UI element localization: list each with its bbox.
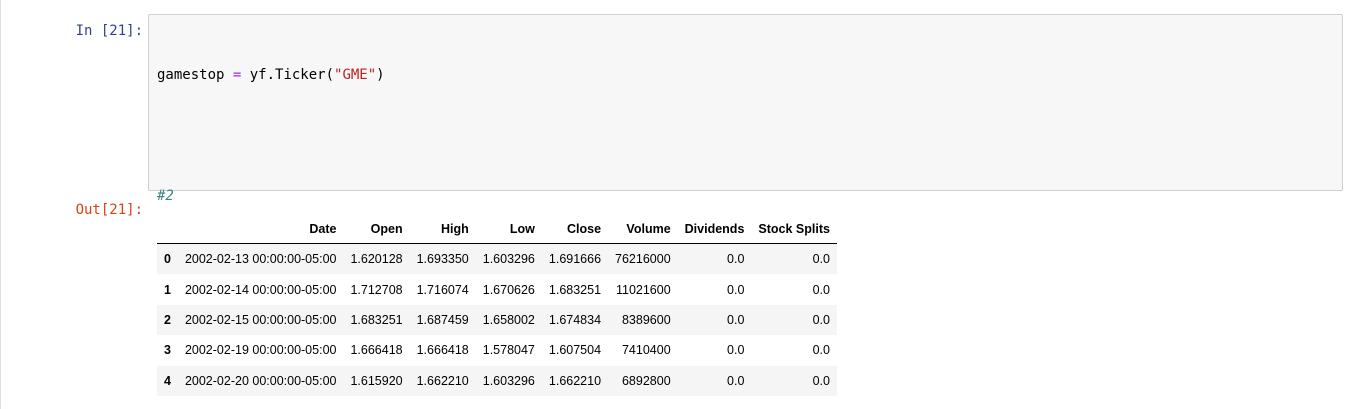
column-header-open: Open — [343, 214, 410, 244]
cell-volume: 7410400 — [621, 343, 671, 358]
cell-stock-splits: 0.0 — [812, 252, 830, 267]
cell-open: 1.683251 — [350, 312, 403, 327]
cell-low: 1.658002 — [482, 312, 535, 327]
code-line-4: #3 — [157, 369, 503, 389]
column-header-volume: Volume — [608, 214, 678, 244]
string-token: "max" — [452, 249, 495, 266]
cell-dividends: 0.0 — [727, 373, 745, 388]
cell-low: 1.603296 — [482, 373, 535, 388]
cell-close: 1.662210 — [548, 373, 602, 388]
operator-token: = — [443, 249, 453, 266]
code-line-1: gamestop = yf.Ticker("GME") — [157, 65, 503, 85]
cell-low: 1.603296 — [482, 252, 535, 267]
cell-low: 1.578047 — [482, 343, 535, 358]
code-cell-editor[interactable]: gamestop = yf.Ticker("GME") #2 gme_data … — [148, 14, 1343, 387]
row-index: 4 — [164, 373, 171, 388]
cell-stock-splits: 0.0 — [812, 282, 830, 297]
cell-volume: 11021600 — [615, 282, 671, 297]
row-index: 2 — [164, 312, 171, 327]
code-token: ) — [494, 249, 503, 266]
cell-dividends: 0.0 — [727, 282, 745, 297]
cell-open: 1.712708 — [350, 282, 403, 297]
cell-high: 1.716074 — [416, 282, 469, 297]
cell-close: 1.607504 — [548, 343, 602, 358]
column-header-date: Date — [177, 214, 344, 244]
output-area: Date Open High Low Close Volume Dividend… — [157, 214, 837, 396]
cell-date: 2002-02-13 00:00:00-05:00 — [184, 252, 337, 267]
cell-dividends: 0.0 — [727, 312, 745, 327]
cell-close: 1.683251 — [548, 282, 602, 297]
cell-date: 2002-02-14 00:00:00-05:00 — [184, 282, 337, 297]
row-index: 3 — [164, 343, 171, 358]
cell-volume: 6892800 — [621, 373, 671, 388]
cell-date: 2002-02-19 00:00:00-05:00 — [184, 343, 337, 358]
table-row: 2 2002-02-15 00:00:00-05:00 1.683251 1.6… — [157, 304, 837, 336]
cell-close: 1.691666 — [548, 252, 602, 267]
blank-line — [157, 125, 503, 145]
cell-date: 2002-02-15 00:00:00-05:00 — [184, 312, 337, 327]
cell-open: 1.615920 — [350, 373, 403, 388]
cell-close: 1.674834 — [548, 312, 602, 327]
table-row: 3 2002-02-19 00:00:00-05:00 1.666418 1.6… — [157, 335, 837, 365]
code-line-2: #2 — [157, 186, 503, 206]
operator-token: = — [232, 66, 242, 83]
column-header-close: Close — [541, 214, 609, 244]
comment-token: #2 — [157, 188, 174, 205]
code-token: gamestop.history(period — [241, 249, 444, 266]
cell-stock-splits: 0.0 — [812, 312, 830, 327]
code-token: yf.Ticker( — [241, 66, 335, 83]
cell-stock-splits: 0.0 — [812, 373, 830, 388]
notebook-left-border — [0, 0, 1, 409]
cell-stock-splits: 0.0 — [812, 343, 830, 358]
cell-high: 1.666418 — [416, 343, 469, 358]
cell-high: 1.662210 — [416, 373, 469, 388]
column-header-high: High — [409, 214, 476, 244]
table-row: 1 2002-02-14 00:00:00-05:00 1.712708 1.7… — [157, 274, 837, 304]
cell-low: 1.670626 — [482, 282, 535, 297]
operator-token: = — [232, 249, 242, 266]
row-index: 1 — [164, 282, 171, 297]
column-header-index — [157, 214, 178, 244]
cell-high: 1.687459 — [416, 312, 469, 327]
cell-date: 2002-02-20 00:00:00-05:00 — [184, 373, 337, 388]
table-header-row: Date Open High Low Close Volume Dividend… — [157, 214, 837, 244]
column-header-low: Low — [475, 214, 542, 244]
code-token: gme_data — [157, 249, 233, 266]
code-token: gamestop — [157, 66, 233, 83]
table-row: 4 2002-02-20 00:00:00-05:00 1.615920 1.6… — [157, 365, 837, 396]
dataframe-table: Date Open High Low Close Volume Dividend… — [157, 214, 837, 396]
column-header-dividends: Dividends — [677, 214, 752, 244]
code-block[interactable]: gamestop = yf.Ticker("GME") #2 gme_data … — [157, 24, 503, 409]
cell-open: 1.620128 — [350, 252, 403, 267]
cell-high: 1.693350 — [416, 252, 469, 267]
column-header-stock-splits: Stock Splits — [751, 214, 837, 244]
cell-dividends: 0.0 — [727, 252, 745, 267]
input-prompt: In [21]: — [75, 23, 143, 39]
string-token: "GME" — [334, 66, 377, 83]
code-token: ) — [376, 66, 385, 83]
cell-volume: 8389600 — [621, 312, 671, 327]
table-row: 0 2002-02-13 00:00:00-05:00 1.620128 1.6… — [157, 243, 837, 275]
code-line-3: gme_data = gamestop.history(period="max"… — [157, 247, 503, 267]
cell-open: 1.666418 — [350, 343, 403, 358]
row-index: 0 — [164, 252, 171, 267]
comment-token: #3 — [157, 371, 174, 388]
output-prompt: Out[21]: — [75, 202, 143, 218]
cell-volume: 76216000 — [615, 252, 671, 267]
cell-dividends: 0.0 — [727, 343, 745, 358]
